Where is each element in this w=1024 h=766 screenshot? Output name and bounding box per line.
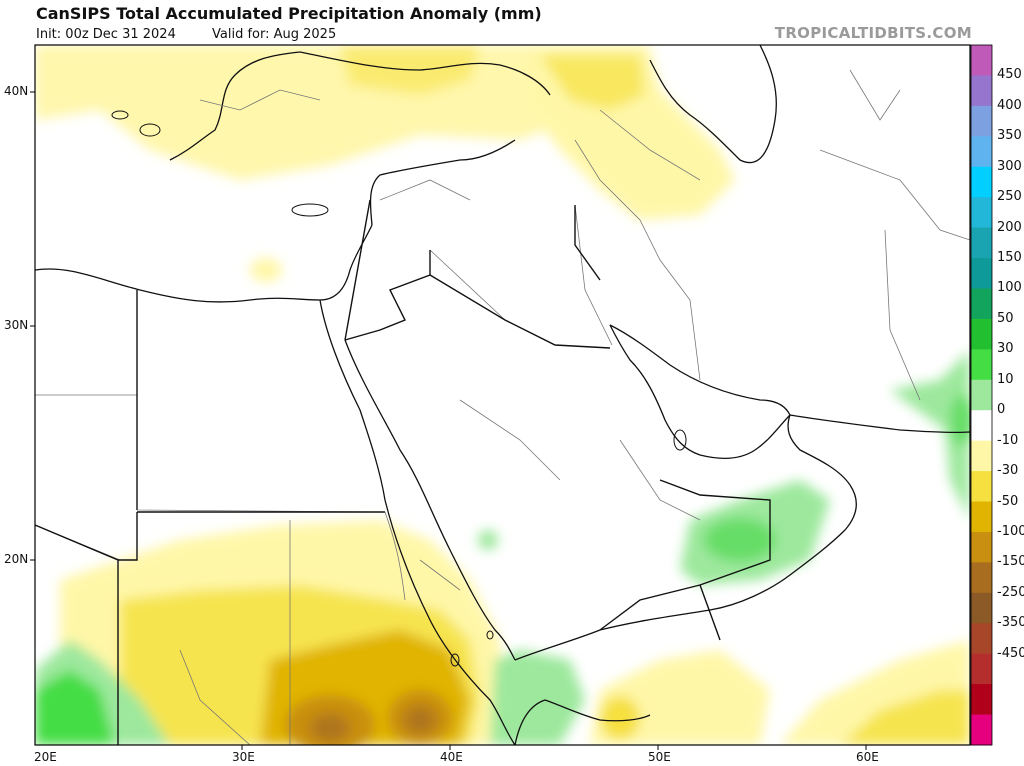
colorbar-tick-label: -250 bbox=[997, 584, 1024, 600]
lat-label-30n: 30N bbox=[4, 318, 29, 332]
coastlines bbox=[35, 45, 970, 745]
major-borders bbox=[35, 199, 771, 745]
colorbar-tick-label: -150 bbox=[997, 554, 1024, 570]
colorbar-tick-label: 30 bbox=[997, 341, 1014, 357]
colorbar-swatch bbox=[971, 714, 992, 746]
colorbar-swatch bbox=[971, 531, 992, 563]
colorbar-tick-label: 450 bbox=[997, 67, 1022, 83]
colorbar-swatch bbox=[971, 562, 992, 594]
colorbar bbox=[970, 44, 993, 746]
map-title: CanSIPS Total Accumulated Precipitation … bbox=[36, 4, 542, 23]
islands bbox=[111, 110, 687, 667]
colorbar-swatch bbox=[971, 258, 992, 289]
colorbar-swatch bbox=[971, 592, 992, 624]
lon-label-60e: 60E bbox=[856, 750, 879, 764]
lon-label-30e: 30E bbox=[232, 750, 255, 764]
colorbar-frame bbox=[970, 44, 993, 746]
colorbar-swatch bbox=[971, 379, 992, 411]
map-frame bbox=[34, 44, 971, 746]
colorbar-tick-label: 100 bbox=[997, 280, 1022, 296]
colorbar-swatch bbox=[971, 288, 992, 320]
colorbar-tick-label: -10 bbox=[997, 432, 1019, 448]
colorbar-swatch bbox=[971, 501, 992, 533]
colorbar-tick-label: -100 bbox=[997, 523, 1024, 539]
colorbar-tick-label: -350 bbox=[997, 615, 1024, 631]
colorbar-swatch bbox=[971, 653, 992, 685]
colorbar-tick-label: 300 bbox=[997, 158, 1022, 174]
colorbar-tick-label: 10 bbox=[997, 371, 1014, 387]
colorbar-swatch bbox=[971, 349, 992, 381]
colorbar-tick-label: -30 bbox=[997, 463, 1019, 479]
axis-ticks bbox=[30, 91, 867, 750]
init-time: Init: 00z Dec 31 2024 bbox=[36, 27, 176, 42]
colorbar-swatch bbox=[971, 440, 992, 472]
colorbar-swatch bbox=[971, 684, 992, 716]
colorbar-tick-label: 200 bbox=[997, 219, 1022, 235]
lon-label-50e: 50E bbox=[648, 750, 671, 764]
source-watermark: TROPICALTIDBITS.COM bbox=[774, 24, 972, 42]
lon-label-20e: 20E bbox=[34, 750, 57, 764]
colorbar-swatch bbox=[971, 623, 992, 655]
colorbar-swatch bbox=[971, 75, 992, 107]
lon-label-40e: 40E bbox=[440, 750, 463, 764]
colorbar-tick-label: -450 bbox=[997, 645, 1024, 661]
lat-label-20n: 20N bbox=[4, 552, 29, 566]
valid-time: Valid for: Aug 2025 bbox=[212, 27, 337, 42]
colorbar-swatch bbox=[971, 45, 992, 76]
lat-label-40n: 40N bbox=[4, 84, 29, 98]
colorbar-swatch bbox=[971, 318, 992, 350]
colorbar-swatch bbox=[971, 105, 992, 137]
colorbar-swatch bbox=[971, 136, 992, 168]
colorbar-swatch bbox=[971, 471, 992, 503]
colorbar-swatch bbox=[971, 410, 992, 442]
colorbar-tick-label: 350 bbox=[997, 128, 1022, 144]
colorbar-tick-label: -50 bbox=[997, 493, 1019, 509]
colorbar-tick-label: 0 bbox=[997, 402, 1006, 418]
colorbar-tick-label: 150 bbox=[997, 250, 1022, 266]
colorbar-swatch bbox=[971, 197, 992, 229]
colorbar-tick-label: 400 bbox=[997, 97, 1022, 113]
colorbar-tick-label: 250 bbox=[997, 189, 1022, 205]
colorbar-swatch bbox=[971, 166, 992, 198]
colorbar-tick-label: 50 bbox=[997, 310, 1014, 326]
colorbar-swatch bbox=[971, 227, 992, 259]
anomaly-shading bbox=[35, 45, 970, 745]
